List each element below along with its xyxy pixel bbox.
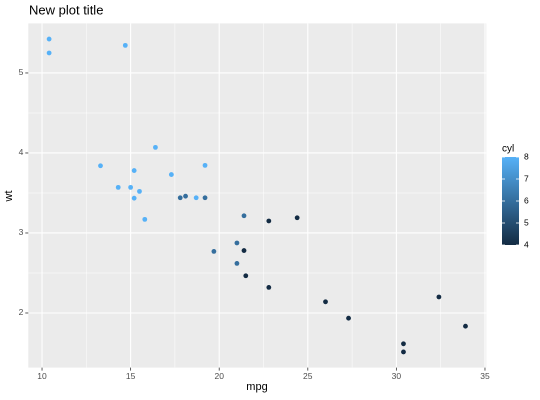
- legend-label: 6: [524, 195, 529, 205]
- x-tick-label: 30: [392, 371, 402, 381]
- point: [243, 273, 249, 279]
- x-tick-label: 25: [303, 371, 313, 381]
- point: [142, 216, 148, 222]
- plot-panel: [28, 23, 487, 368]
- y-tick-label: 5: [19, 67, 24, 77]
- point: [98, 163, 103, 169]
- legend-title: cyl: [502, 144, 514, 155]
- point: [266, 218, 272, 224]
- legend-label: 7: [524, 173, 529, 183]
- x-tick-label: 15: [126, 371, 136, 381]
- point: [234, 240, 240, 246]
- legend-label: 8: [524, 151, 529, 161]
- point: [153, 144, 158, 150]
- point: [115, 184, 121, 190]
- point: [202, 162, 208, 168]
- point: [168, 172, 174, 177]
- point: [241, 213, 247, 219]
- point: [401, 341, 406, 347]
- legend-label: 4: [524, 239, 529, 249]
- point: [177, 195, 183, 201]
- x-tick-label: 20: [214, 371, 224, 381]
- point: [46, 36, 52, 42]
- point: [266, 284, 272, 290]
- point: [183, 193, 188, 199]
- point: [193, 195, 199, 201]
- y-tick-label: 4: [19, 147, 24, 157]
- legend-label: 5: [524, 217, 529, 227]
- point: [346, 315, 351, 321]
- y-axis-title: wt: [3, 191, 15, 203]
- point: [436, 294, 442, 300]
- point: [202, 195, 208, 201]
- point: [137, 188, 142, 194]
- y-tick-label: 2: [19, 307, 24, 317]
- point: [241, 248, 247, 253]
- x-tick-label: 35: [480, 371, 490, 381]
- point: [131, 168, 137, 173]
- point: [294, 215, 300, 221]
- point: [211, 248, 217, 254]
- point: [463, 323, 468, 329]
- x-tick-label: 10: [37, 371, 47, 381]
- point: [131, 195, 137, 201]
- point: [128, 184, 134, 190]
- point: [234, 260, 240, 266]
- colorbar: [502, 157, 519, 245]
- point: [323, 299, 328, 305]
- chart-title: New plot title: [29, 2, 103, 17]
- y-tick-label: 3: [19, 227, 24, 237]
- point: [46, 50, 52, 56]
- x-axis-title: mpg: [246, 381, 267, 393]
- point: [401, 349, 406, 355]
- point: [122, 42, 128, 48]
